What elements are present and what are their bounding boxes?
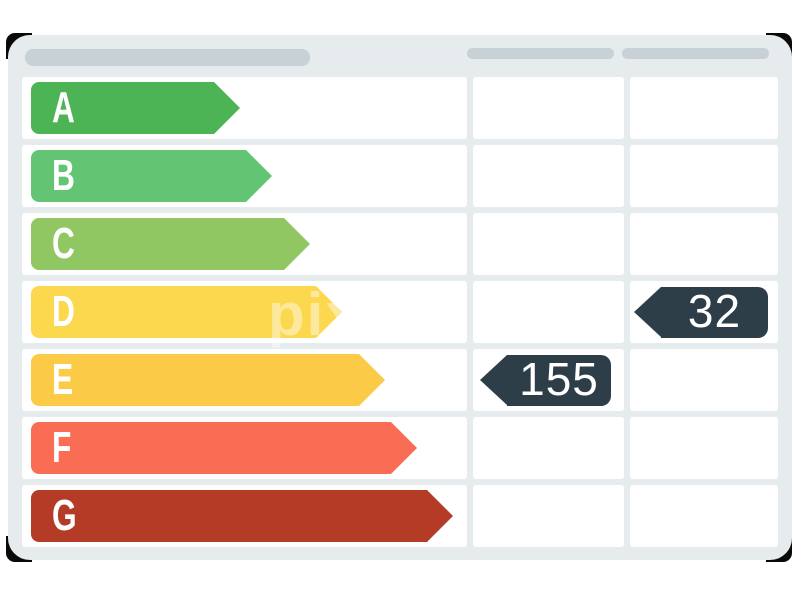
rating-row-d: D 32 <box>22 281 778 343</box>
rating-bar-tip <box>359 354 385 406</box>
rating-bar-c: C <box>31 218 310 270</box>
rating-bar-body: G <box>31 490 427 542</box>
grid-cell <box>630 417 778 479</box>
badge-body: 155 <box>507 353 611 406</box>
grid-cell: 32 <box>630 281 778 343</box>
rating-bar-e: E <box>31 354 385 406</box>
potential-rating-value: 32 <box>687 285 742 337</box>
rating-letter: G <box>52 491 77 540</box>
grid-cell <box>630 485 778 547</box>
rating-row-b: B <box>22 145 778 207</box>
rating-bar-body: E <box>31 354 359 406</box>
rating-letter: D <box>52 287 75 336</box>
rating-row-c: C <box>22 213 778 275</box>
potential-rating-badge: 32 <box>634 285 768 338</box>
grid-cell <box>473 417 624 479</box>
rating-row-e: E 155 <box>22 349 778 411</box>
rating-bar-g: G <box>31 490 453 542</box>
grid-cell <box>473 77 624 139</box>
rating-bar-tip <box>214 82 240 134</box>
grid-cell: D <box>22 281 467 343</box>
rating-row-f: F <box>22 417 778 479</box>
rating-bar-body: C <box>31 218 284 270</box>
rating-bar-body: F <box>31 422 391 474</box>
current-rating-badge: 155 <box>480 353 611 406</box>
rating-letter: C <box>52 219 75 268</box>
grid-cell: A <box>22 77 467 139</box>
rating-bar-tip <box>316 286 342 338</box>
grid-cell <box>473 281 624 343</box>
badge-body: 32 <box>661 285 768 338</box>
grid-cell: F <box>22 417 467 479</box>
rating-bar-tip <box>427 490 453 542</box>
rating-letter: B <box>52 151 75 200</box>
rating-row-g: G <box>22 485 778 547</box>
grid-cell <box>473 213 624 275</box>
badge-arrow-tip <box>480 355 507 405</box>
rating-bar-tip <box>246 150 272 202</box>
grid-cell <box>630 349 778 411</box>
grid-cell <box>630 213 778 275</box>
rating-bar-body: D <box>31 286 316 338</box>
rating-bar-d: D <box>31 286 342 338</box>
grid-cell <box>630 145 778 207</box>
rating-bar-a: A <box>31 82 240 134</box>
rating-card: A B <box>8 35 792 560</box>
rating-letter: F <box>52 423 72 472</box>
rating-bar-body: A <box>31 82 214 134</box>
header-skeleton-column-2 <box>467 48 614 59</box>
rating-row-a: A <box>22 77 778 139</box>
grid-cell: 155 <box>473 349 624 411</box>
rating-bar-tip <box>391 422 417 474</box>
header-skeleton-column-3 <box>622 48 769 59</box>
grid-cell: B <box>22 145 467 207</box>
rating-letter: E <box>52 355 74 404</box>
current-rating-value: 155 <box>519 353 599 405</box>
badge-arrow-tip <box>634 287 661 337</box>
grid-cell: C <box>22 213 467 275</box>
rating-letter: A <box>52 83 75 132</box>
rating-bar-b: B <box>31 150 272 202</box>
grid-cell <box>473 485 624 547</box>
grid-cell: G <box>22 485 467 547</box>
grid-cell <box>630 77 778 139</box>
rating-bar-f: F <box>31 422 417 474</box>
grid-cell <box>473 145 624 207</box>
rating-grid: A B <box>22 77 778 547</box>
rating-bar-tip <box>284 218 310 270</box>
rating-bar-body: B <box>31 150 246 202</box>
header-skeleton-title <box>25 49 310 66</box>
grid-cell: E <box>22 349 467 411</box>
